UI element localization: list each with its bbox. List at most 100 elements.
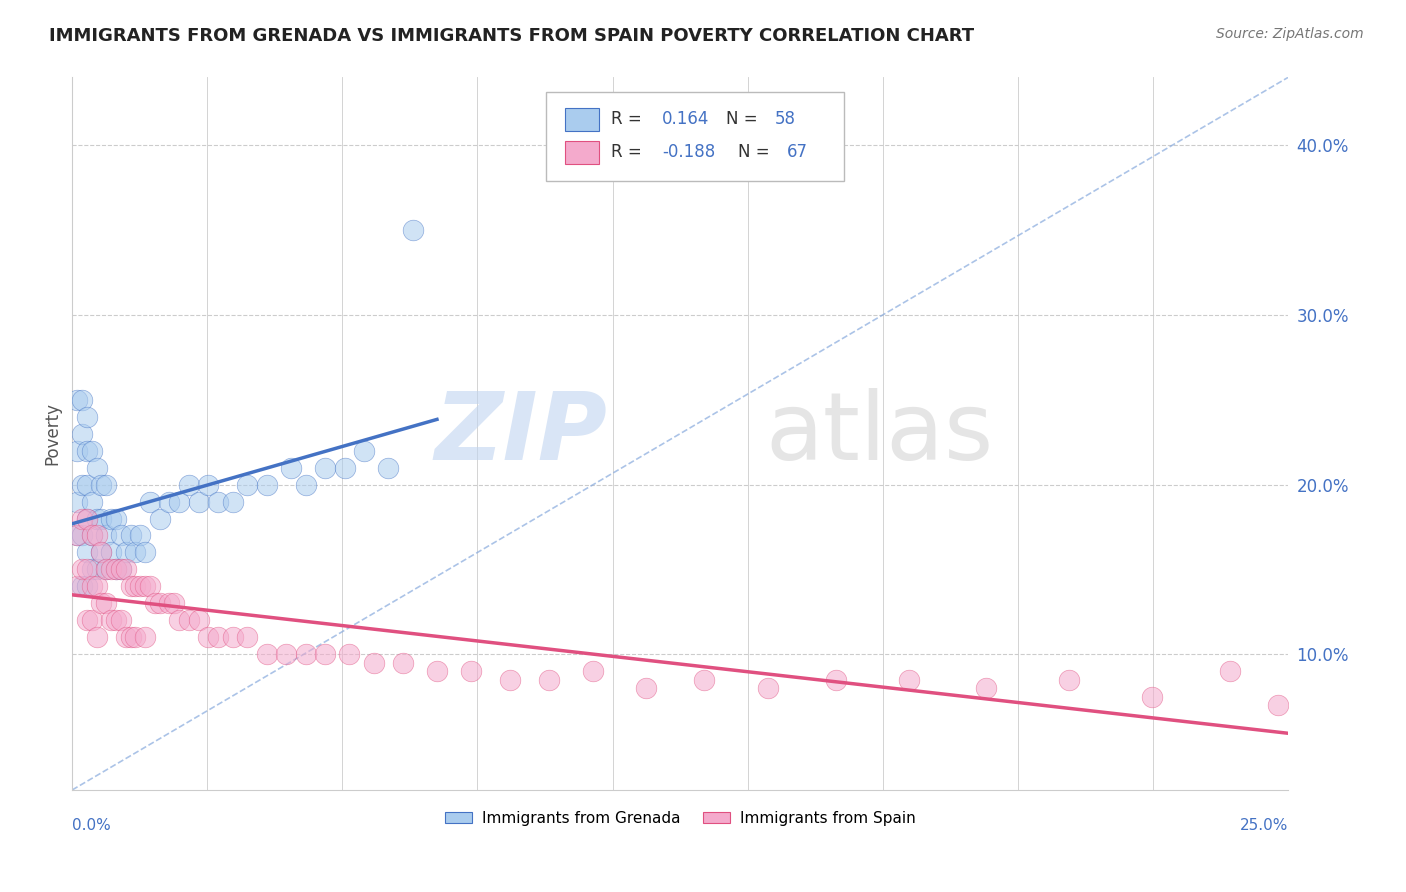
Point bbox=[280, 460, 302, 475]
Point bbox=[1140, 690, 1163, 704]
Point bbox=[1219, 664, 1241, 678]
Point bbox=[976, 681, 998, 695]
Point bbox=[256, 647, 278, 661]
Text: atlas: atlas bbox=[765, 388, 994, 480]
Point bbox=[66, 528, 89, 542]
Point bbox=[86, 562, 108, 576]
Point bbox=[105, 562, 128, 576]
Point bbox=[86, 579, 108, 593]
Point bbox=[120, 579, 142, 593]
Point bbox=[70, 579, 93, 593]
Point bbox=[314, 647, 336, 661]
Point bbox=[159, 596, 181, 610]
Point bbox=[197, 477, 219, 491]
Point bbox=[333, 460, 356, 475]
Point bbox=[377, 460, 399, 475]
FancyBboxPatch shape bbox=[547, 92, 844, 181]
Point bbox=[177, 477, 200, 491]
Point bbox=[96, 477, 118, 491]
Point bbox=[70, 392, 93, 407]
Point bbox=[70, 562, 93, 576]
FancyBboxPatch shape bbox=[565, 141, 599, 163]
Point bbox=[86, 630, 108, 644]
Point bbox=[124, 579, 146, 593]
Point bbox=[90, 596, 112, 610]
Point bbox=[1057, 673, 1080, 687]
Point bbox=[197, 630, 219, 644]
Point bbox=[129, 528, 152, 542]
Point bbox=[80, 494, 103, 508]
Point bbox=[80, 528, 103, 542]
Point bbox=[294, 477, 316, 491]
Point bbox=[105, 613, 128, 627]
Point bbox=[80, 443, 103, 458]
Point bbox=[187, 613, 209, 627]
Point bbox=[76, 477, 98, 491]
Point bbox=[90, 477, 112, 491]
Point bbox=[76, 545, 98, 559]
Point bbox=[149, 596, 172, 610]
Point bbox=[114, 562, 136, 576]
Point bbox=[124, 630, 146, 644]
Point bbox=[100, 562, 122, 576]
Point bbox=[70, 477, 93, 491]
Point bbox=[236, 630, 259, 644]
Point bbox=[100, 545, 122, 559]
Text: Source: ZipAtlas.com: Source: ZipAtlas.com bbox=[1216, 27, 1364, 41]
Point bbox=[222, 494, 245, 508]
Point bbox=[76, 613, 98, 627]
Point bbox=[80, 613, 103, 627]
Point bbox=[70, 426, 93, 441]
Point bbox=[167, 613, 190, 627]
Point bbox=[70, 528, 93, 542]
Point bbox=[105, 511, 128, 525]
Point bbox=[426, 664, 449, 678]
Point bbox=[80, 528, 103, 542]
Point bbox=[537, 673, 560, 687]
Point bbox=[86, 460, 108, 475]
Point bbox=[1267, 698, 1289, 712]
Point bbox=[96, 596, 118, 610]
Point bbox=[70, 511, 93, 525]
Point bbox=[314, 460, 336, 475]
Point bbox=[110, 528, 132, 542]
Point bbox=[756, 681, 779, 695]
Text: ZIP: ZIP bbox=[434, 388, 607, 480]
Point bbox=[222, 630, 245, 644]
Point bbox=[100, 511, 122, 525]
Point bbox=[149, 511, 172, 525]
Text: R =: R = bbox=[610, 111, 647, 128]
Point bbox=[66, 494, 89, 508]
Text: 0.0%: 0.0% bbox=[72, 819, 111, 833]
Point bbox=[499, 673, 522, 687]
Point bbox=[114, 630, 136, 644]
Point bbox=[100, 613, 122, 627]
Point bbox=[897, 673, 920, 687]
Point bbox=[80, 579, 103, 593]
Point bbox=[236, 477, 259, 491]
Point bbox=[207, 630, 229, 644]
Point bbox=[110, 562, 132, 576]
Legend: Immigrants from Grenada, Immigrants from Spain: Immigrants from Grenada, Immigrants from… bbox=[439, 805, 921, 832]
Point bbox=[167, 494, 190, 508]
Point bbox=[177, 613, 200, 627]
Point bbox=[120, 630, 142, 644]
Point bbox=[693, 673, 716, 687]
Point bbox=[90, 511, 112, 525]
Point bbox=[392, 656, 415, 670]
Point bbox=[187, 494, 209, 508]
Point bbox=[824, 673, 846, 687]
Point bbox=[124, 545, 146, 559]
Point bbox=[76, 579, 98, 593]
Point bbox=[96, 528, 118, 542]
Point bbox=[66, 443, 89, 458]
Point bbox=[90, 545, 112, 559]
Point bbox=[114, 545, 136, 559]
Point bbox=[66, 579, 89, 593]
Point bbox=[581, 664, 603, 678]
Point bbox=[139, 579, 162, 593]
Point bbox=[76, 409, 98, 424]
Point bbox=[294, 647, 316, 661]
Point bbox=[110, 613, 132, 627]
Text: N =: N = bbox=[727, 111, 763, 128]
